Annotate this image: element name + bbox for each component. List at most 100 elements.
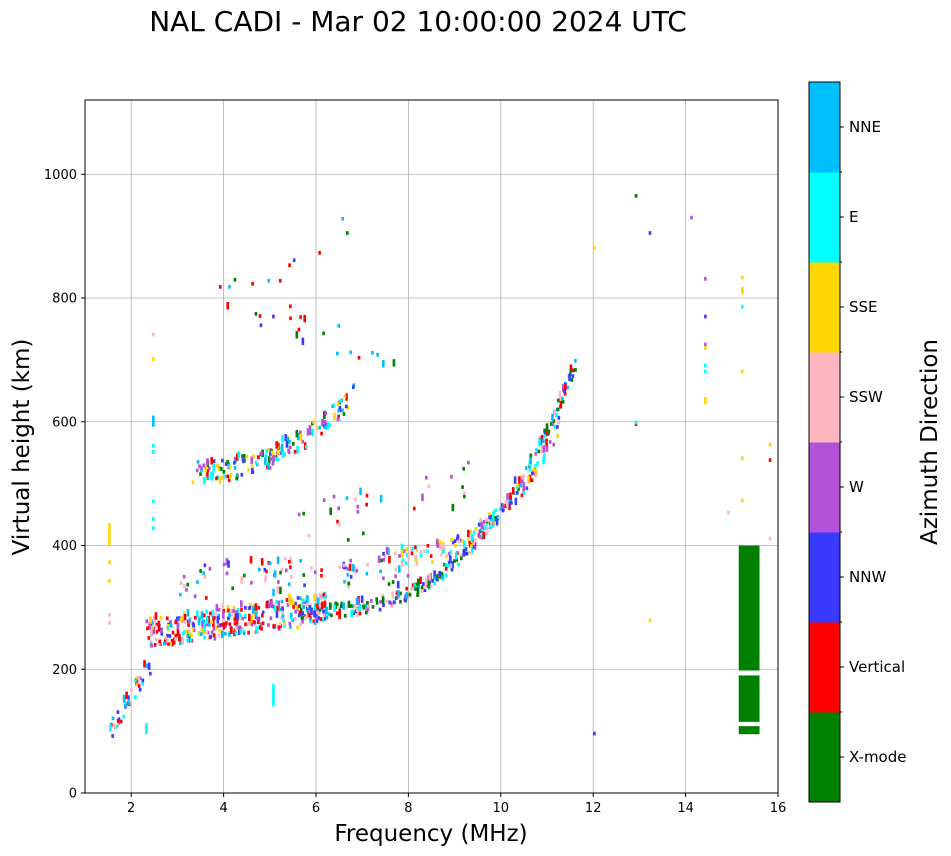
echo-point [322,592,326,597]
echo-point [462,466,465,471]
echo-point [272,588,275,597]
echo-point [265,569,268,574]
colorbar-tick-label: NNE [849,118,881,136]
echo-point [122,714,125,719]
echo-point [420,589,424,593]
echo-point [249,619,253,623]
echo-point [151,526,155,531]
echo-point [252,454,255,459]
echo-point [593,246,596,250]
echo-point [235,623,239,628]
echo-point [521,475,525,483]
echo-point [342,412,346,416]
echo-point [308,425,312,429]
echo-point [289,565,292,570]
echo-point [413,583,417,588]
echo-point [459,538,462,543]
echo-point [208,466,211,471]
echo-point [151,621,154,626]
echo-point [337,506,340,511]
echo-point [204,476,208,481]
echo-point [333,604,336,612]
echo-point [352,611,356,615]
echo-point [306,605,310,609]
echo-point [200,466,203,470]
echo-point [256,620,260,625]
echo-point [243,458,246,463]
echo-point [505,499,509,508]
echo-point [462,549,466,557]
echo-point [382,576,385,581]
echo-point [216,624,220,629]
echo-point [145,664,149,669]
echo-point [360,595,364,603]
echo-point [325,615,329,620]
echo-point [176,616,179,621]
echo-point [318,250,321,255]
echo-point [537,449,541,454]
echo-point [315,426,319,431]
y-tick-label: 200 [52,663,77,678]
echo-point [464,547,468,551]
echo-point [323,411,326,420]
echo-point [241,627,244,632]
echo-point [339,398,342,403]
echo-point [467,529,470,538]
echo-point [228,622,232,627]
echo-point [461,539,464,543]
echo-point [323,600,327,608]
echo-point [345,393,348,401]
echo-point [210,630,214,635]
echo-point [210,457,213,465]
colorbar-frame [808,81,841,803]
echo-point [280,599,284,604]
echo-point [108,612,111,617]
echo-point [125,691,128,699]
echo-point [202,476,206,485]
echo-point [200,468,203,472]
echo-point [232,605,236,610]
echo-point [509,498,513,502]
echo-point [768,536,772,541]
echo-point [741,456,744,461]
echo-point [217,633,221,638]
echo-point [516,482,519,487]
echo-point [561,384,565,392]
echo-point [387,582,391,586]
echo-point [324,411,328,416]
echo-point [124,703,127,708]
echo-point [445,554,448,559]
echo-point [218,476,222,484]
echo-point [111,734,114,738]
echo-point [704,363,707,368]
echo-point [359,487,362,496]
echo-point [317,611,321,616]
echo-point [424,475,428,480]
echo-point [552,442,555,447]
echo-point [278,607,282,612]
echo-point [534,463,537,468]
echo-point [432,576,436,581]
echo-point [346,572,350,577]
echo-point [174,633,178,638]
colorbar-segment [809,532,840,623]
echo-point [251,606,255,614]
echo-point [348,563,352,572]
echo-point [222,618,225,622]
echo-point [292,441,295,446]
echo-point [380,558,383,563]
echo-point [450,537,453,542]
echo-point [704,346,707,350]
echo-point [284,434,288,442]
echo-point [574,368,577,372]
echo-point [254,460,258,465]
echo-point [399,591,402,596]
echo-point [164,635,168,640]
echo-point [321,601,324,609]
echo-point [159,615,163,620]
colorbar-segment [809,352,840,443]
echo-point [389,601,393,606]
echo-point [149,616,152,624]
echo-point [438,540,442,548]
echo-point [261,610,265,615]
